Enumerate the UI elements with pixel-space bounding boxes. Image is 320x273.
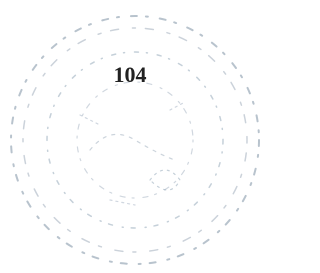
outer-ring xyxy=(11,16,259,264)
inner-ring xyxy=(77,82,193,198)
emblem-stroke xyxy=(90,134,175,160)
emblem-stroke xyxy=(150,170,180,190)
page: {"stamp": {"number": "104"}} 104 (() => … xyxy=(0,0,262,273)
stamp-number: 104 xyxy=(114,62,147,87)
emblem-stroke xyxy=(80,102,185,205)
seal-rings xyxy=(11,16,259,264)
faded-seal: 104 xyxy=(0,0,262,273)
